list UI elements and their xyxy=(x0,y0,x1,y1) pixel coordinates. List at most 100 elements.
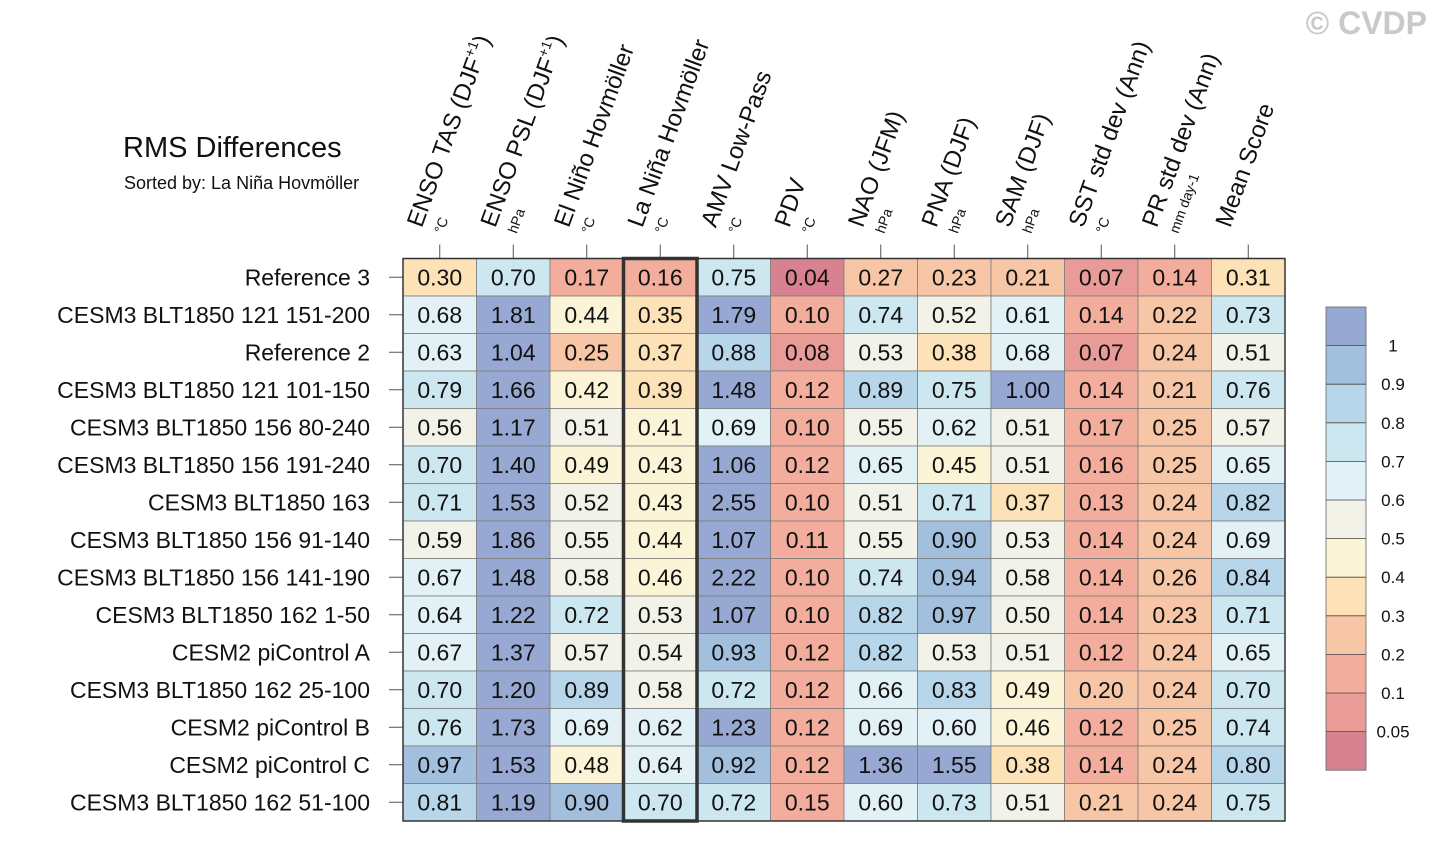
cell-value: 0.45 xyxy=(932,452,977,478)
cell-value: 1.07 xyxy=(711,602,756,628)
cell-value: 0.92 xyxy=(711,752,756,778)
cell-cesm2-picontrol-b-enso-psl-djf-1 xyxy=(476,708,551,747)
cell-value: 0.60 xyxy=(858,789,903,815)
cell-cesm3-blt1850-156-91-140-pr-std-dev-ann xyxy=(1137,520,1212,559)
cell-value: 0.53 xyxy=(638,602,683,628)
colorbar-segment xyxy=(1326,654,1366,693)
cell-value: 0.93 xyxy=(711,639,756,665)
column-unit: °C xyxy=(578,215,598,235)
cell-cesm3-blt1850-162-25-100-pr-std-dev-ann xyxy=(1137,670,1212,709)
cell-value: 0.72 xyxy=(711,789,756,815)
cell-reference-3-sam-djf xyxy=(990,258,1065,297)
cell-value: 0.55 xyxy=(858,414,903,440)
colorbar-segment xyxy=(1326,538,1366,578)
cell-value: 0.97 xyxy=(417,752,462,778)
cell-value: 0.23 xyxy=(1152,602,1197,628)
cell-value: 0.48 xyxy=(564,752,609,778)
row-label-cesm3-blt1850-162-25-100: CESM3 BLT1850 162 25-100 xyxy=(70,677,370,703)
cell-cesm2-picontrol-a-nao-jfm xyxy=(843,633,918,672)
colorbar-segment xyxy=(1326,345,1366,385)
cell-value: 0.79 xyxy=(417,377,462,403)
cell-value: 0.17 xyxy=(564,264,609,290)
cell-reference-2-sam-djf xyxy=(990,333,1065,372)
column-header-mean-score: Mean Score xyxy=(1211,100,1281,231)
cell-value: 0.25 xyxy=(1152,414,1197,440)
cell-value: 0.82 xyxy=(858,602,903,628)
cell-cesm2-picontrol-a-pdv xyxy=(770,633,845,672)
cell-value: 0.71 xyxy=(932,489,977,515)
cell-value: 0.04 xyxy=(785,264,830,290)
colorbar-label: 0.6 xyxy=(1381,491,1405,510)
cell-value: 0.53 xyxy=(858,339,903,365)
cell-value: 0.70 xyxy=(1226,677,1271,703)
cell-value: 0.72 xyxy=(564,602,609,628)
cell-value: 0.51 xyxy=(1005,414,1050,440)
column-label-main: NAO (JFM) xyxy=(843,107,910,230)
cell-cesm3-blt1850-156-141-190-mean-score xyxy=(1211,558,1286,597)
cell-cesm2-picontrol-c-sam-djf xyxy=(990,745,1065,784)
cell-value: 1.07 xyxy=(711,527,756,553)
cell-value: 0.90 xyxy=(932,527,977,553)
column-unit: °C xyxy=(798,215,818,235)
cell-value: 1.53 xyxy=(491,752,536,778)
cell-value: 0.12 xyxy=(1079,639,1124,665)
cell-cesm3-blt1850-163-nao-jfm xyxy=(843,483,918,522)
cell-value: 0.08 xyxy=(785,339,830,365)
cell-cesm3-blt1850-156-91-140-sam-djf xyxy=(990,520,1065,559)
cell-cesm3-blt1850-162-25-100-nao-jfm xyxy=(843,670,918,709)
cell-cesm3-blt1850-121-151-200-enso-psl-djf-1 xyxy=(476,295,551,334)
cell-value: 0.31 xyxy=(1226,264,1271,290)
column-label: Mean Score xyxy=(1211,100,1281,231)
cell-cesm3-blt1850-156-91-140-mean-score xyxy=(1211,520,1286,559)
cell-reference-3-enso-tas-djf-1 xyxy=(402,258,477,297)
column-unit: °C xyxy=(651,215,671,235)
cell-value: 0.65 xyxy=(1226,452,1271,478)
cell-value: 1.37 xyxy=(491,639,536,665)
cell-value: 1.36 xyxy=(858,752,903,778)
colorbar-segment xyxy=(1326,500,1366,539)
cell-cesm3-blt1850-156-191-240-sam-djf xyxy=(990,445,1065,484)
cell-value: 0.24 xyxy=(1152,339,1197,365)
cell-value: 0.25 xyxy=(1152,452,1197,478)
colorbar-label: 0.9 xyxy=(1381,375,1405,394)
cell-cesm2-picontrol-b-pdv xyxy=(770,708,845,747)
cell-cesm3-blt1850-162-25-100-sam-djf xyxy=(990,670,1065,709)
colorbar-label: 0.3 xyxy=(1381,607,1405,626)
cell-cesm3-blt1850-162-51-100-pdv xyxy=(770,783,845,822)
cell-value: 0.51 xyxy=(1005,639,1050,665)
cell-value: 0.39 xyxy=(638,377,683,403)
cell-cesm3-blt1850-121-101-150-pdv xyxy=(770,370,845,409)
cell-value: 0.10 xyxy=(785,414,830,440)
colorbar-segment xyxy=(1326,693,1366,732)
cell-reference-3-pdv xyxy=(770,258,845,297)
cell-value: 0.23 xyxy=(932,264,977,290)
cell-value: 0.71 xyxy=(417,489,462,515)
cell-value: 1.79 xyxy=(711,302,756,328)
cell-value: 0.70 xyxy=(417,677,462,703)
cell-cesm3-blt1850-163-sam-djf xyxy=(990,483,1065,522)
cell-value: 1.55 xyxy=(932,752,977,778)
cell-value: 0.70 xyxy=(638,789,683,815)
cell-value: 0.50 xyxy=(1005,602,1050,628)
column-label-main: La Niña Hovmöller xyxy=(623,36,716,231)
cell-value: 0.66 xyxy=(858,677,903,703)
cell-cesm3-blt1850-156-80-240-el-ni-o-hovm-ller xyxy=(549,408,624,447)
cell-value: 0.69 xyxy=(858,714,903,740)
cell-value: 0.75 xyxy=(1226,789,1271,815)
cell-value: 0.74 xyxy=(858,564,903,590)
cell-value: 0.55 xyxy=(564,527,609,553)
column-label-main: ENSO TAS (DJF xyxy=(402,54,488,230)
cell-value: 0.14 xyxy=(1152,264,1197,290)
cell-cesm3-blt1850-162-1-50-amv-low-pass xyxy=(696,595,771,634)
cell-value: 0.69 xyxy=(564,714,609,740)
row-label-cesm3-blt1850-121-101-150: CESM3 BLT1850 121 101-150 xyxy=(57,377,370,403)
cell-value: 0.67 xyxy=(417,564,462,590)
cell-value: 0.69 xyxy=(1226,527,1271,553)
cell-value: 1.66 xyxy=(491,377,536,403)
cell-cesm3-blt1850-156-191-240-sst-std-dev-ann xyxy=(1064,445,1139,484)
cell-value: 0.12 xyxy=(785,714,830,740)
row-label-cesm3-blt1850-162-1-50: CESM3 BLT1850 162 1-50 xyxy=(96,602,370,628)
cell-value: 0.55 xyxy=(858,527,903,553)
cell-value: 0.76 xyxy=(1226,377,1271,403)
